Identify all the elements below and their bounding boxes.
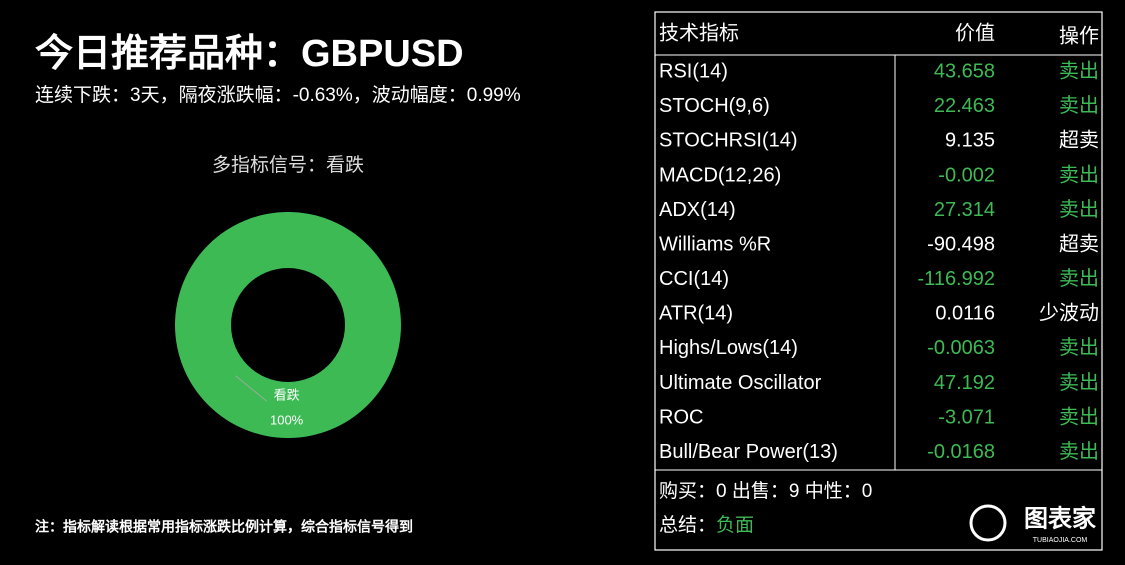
indicator-value: -90.498 (927, 233, 995, 255)
indicator-action: 卖出 (1059, 405, 1099, 428)
column-header: 操作 (1059, 24, 1099, 47)
indicator-name: Williams %R (659, 233, 771, 255)
slice-value-label: 100% (270, 413, 304, 428)
summary: 总结：负面 (659, 514, 754, 536)
indicator-action: 卖出 (1059, 267, 1099, 290)
indicator-value: 9.135 (945, 130, 995, 152)
indicator-action: 卖出 (1059, 198, 1099, 221)
indicator-value: 22.463 (934, 95, 995, 117)
indicator-value: -116.992 (918, 268, 995, 290)
slice (175, 212, 401, 438)
summary-label: 总结： (659, 514, 716, 536)
indicator-action: 超卖 (1059, 129, 1099, 152)
indicator-name: Highs/Lows(14) (659, 337, 798, 359)
slice-label: 看跌 (274, 388, 300, 403)
indicator-name: MACD(12,26) (659, 164, 781, 186)
leader-line (235, 375, 267, 402)
note: 注：指标解读根据常用指标涨跌比例计算，综合指标信号得到 (35, 519, 413, 535)
indicator-value: 43.658 (934, 61, 995, 83)
indicator-name: Ultimate Oscillator (659, 372, 822, 394)
indicator-action: 卖出 (1059, 163, 1099, 186)
indicator-action: 卖出 (1059, 94, 1099, 117)
subtitle: 连续下跌：3天，隔夜涨跌幅：-0.63%，波动幅度：0.99% (35, 84, 521, 106)
brand-icon (969, 504, 1007, 542)
indicator-name: ADX(14) (659, 199, 736, 221)
indicator-name: ATR(14) (659, 303, 733, 325)
brand-name: 图表家 (1024, 504, 1096, 532)
indicator-action: 卖出 (1059, 371, 1099, 394)
indicator-action: 卖出 (1059, 60, 1099, 83)
indicator-action: 卖出 (1059, 440, 1099, 463)
summary-value: 负面 (716, 514, 754, 536)
indicator-name: STOCH(9,6) (659, 95, 770, 117)
chart-title: 多指标信号：看跌 (212, 154, 364, 176)
indicator-name: Bull/Bear Power(13) (659, 441, 838, 463)
indicator-name: RSI(14) (659, 61, 728, 83)
column-header: 价值 (955, 21, 995, 44)
title: 今日推荐品种：GBPUSD (35, 33, 464, 75)
indicator-action: 超卖 (1059, 232, 1099, 255)
indicator-value: -0.002 (938, 164, 995, 186)
indicator-action: 卖出 (1059, 336, 1099, 359)
counts: 购买：0 出售：9 中性：0 (659, 480, 872, 502)
indicator-value: 47.192 (934, 372, 995, 394)
brand-url: TUBIAOJIA.COM (1033, 537, 1088, 544)
table-border (654, 11, 1103, 551)
indicator-value: 0.0116 (935, 303, 995, 325)
indicator-name: CCI(14) (659, 268, 729, 290)
indicator-value: -3.071 (938, 406, 995, 428)
indicator-action: 少波动 (1039, 302, 1099, 325)
indicator-name: STOCHRSI(14) (659, 130, 798, 152)
indicator-value: 27.314 (934, 199, 995, 221)
indicator-value: -0.0168 (927, 441, 995, 463)
column-header: 技术指标 (659, 21, 739, 44)
indicator-name: ROC (659, 406, 703, 428)
indicator-value: -0.0063 (927, 337, 995, 359)
